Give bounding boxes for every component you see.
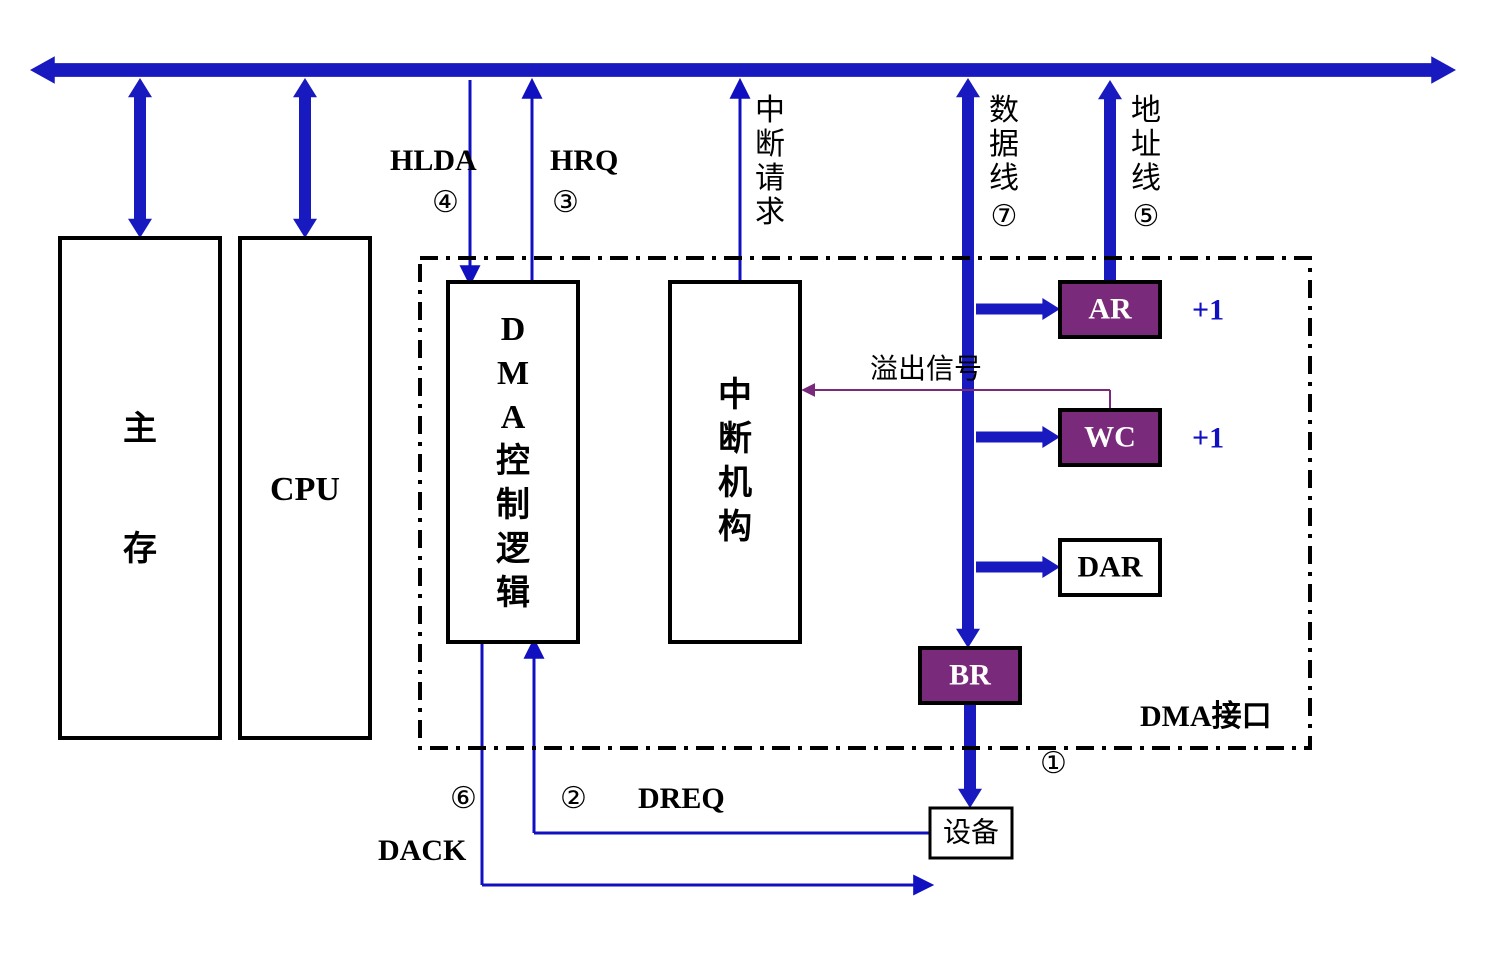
dreq-label: DREQ xyxy=(638,782,725,815)
memory-label: 存 xyxy=(123,530,157,568)
memory-box xyxy=(60,238,220,738)
dack-circ: ⑥ xyxy=(450,782,477,815)
int-mech-label: 断 xyxy=(718,420,752,458)
cpu-label: CPU xyxy=(270,471,340,508)
hrq-circ: ③ xyxy=(552,186,579,219)
data-bus-label: 数 xyxy=(989,94,1019,127)
dma-ctrl-label: 辑 xyxy=(496,574,530,612)
dar-label: DAR xyxy=(1078,550,1143,583)
dack-label: DACK xyxy=(378,834,467,867)
ar-label: AR xyxy=(1088,292,1132,325)
data-to-ar xyxy=(976,298,1060,320)
data-bus-label-circ: ⑦ xyxy=(991,200,1018,233)
dma-ctrl-label: 控 xyxy=(496,442,530,480)
data-to-dar xyxy=(976,556,1060,578)
dev-circ: ① xyxy=(1040,747,1067,780)
dma-ctrl-label: 逻 xyxy=(496,531,530,568)
data-bus-label: 线 xyxy=(989,162,1019,195)
dma-interface-label: DMA接口 xyxy=(1140,700,1272,733)
interrupt-mechanism-box xyxy=(670,282,800,642)
address-bus-connector xyxy=(1098,80,1122,282)
data-bus-label: 据 xyxy=(989,128,1019,161)
wc-plus1: +1 xyxy=(1192,422,1224,455)
addr-bus-label: 地 xyxy=(1131,94,1161,127)
device-label: 设备 xyxy=(943,816,999,848)
dma-ctrl-label: A xyxy=(501,399,526,436)
int-req-label: 求 xyxy=(755,196,785,229)
memory-bus-connector xyxy=(128,78,152,238)
cpu-bus-connector xyxy=(293,78,317,238)
wc-label: WC xyxy=(1084,420,1136,453)
int-req-label: 请 xyxy=(755,162,785,195)
dma-ctrl-label: D xyxy=(501,311,526,348)
int-mech-label: 构 xyxy=(718,508,752,546)
hrq-label: HRQ xyxy=(550,144,618,177)
br-to-device xyxy=(958,703,982,808)
hlda-label: HLDA xyxy=(390,144,477,177)
system-bus xyxy=(30,56,1456,84)
addr-bus-label: 线 xyxy=(1131,162,1161,195)
int-req-label: 中 xyxy=(755,94,785,127)
memory-label: 主 xyxy=(123,410,157,448)
data-to-wc xyxy=(976,426,1060,448)
int-mech-label: 中 xyxy=(718,376,752,414)
dma-ctrl-label: 制 xyxy=(496,486,530,524)
dreq-circ: ② xyxy=(560,782,587,815)
hlda-circ: ④ xyxy=(432,186,459,219)
int-mech-label: 机 xyxy=(718,464,752,502)
addr-bus-label-circ: ⑤ xyxy=(1133,200,1160,233)
br-label: BR xyxy=(949,658,991,691)
int-req-label: 断 xyxy=(755,128,785,161)
ar-plus1: +1 xyxy=(1192,294,1224,327)
addr-bus-label: 址 xyxy=(1131,128,1161,161)
overflow-label: 溢出信号 xyxy=(870,353,982,385)
dma-ctrl-label: M xyxy=(497,355,529,392)
